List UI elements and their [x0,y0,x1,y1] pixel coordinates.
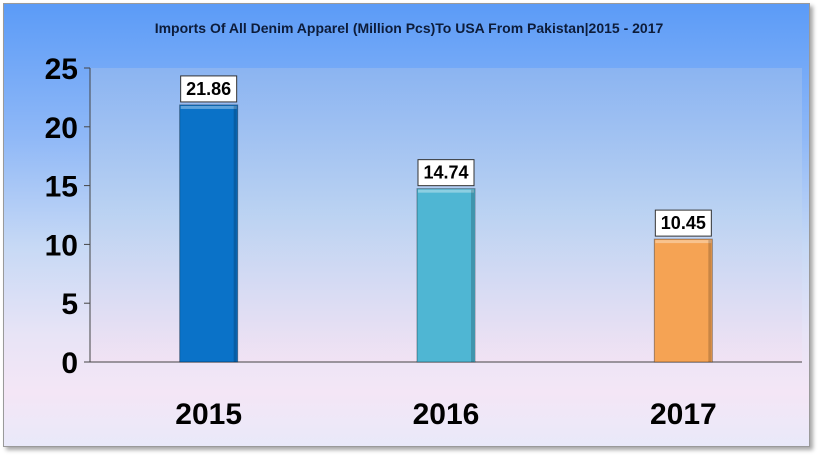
axes: 0 5 10 15 20 25 2015 2016 2017 [45,53,802,431]
y-tick-label: 25 [45,53,78,86]
bar-bevel-top [655,240,712,244]
x-category-label: 2015 [175,398,242,431]
bar-bevel-right [471,189,474,362]
data-labels: 21.86 14.74 10.45 [180,75,712,237]
bar-body [179,104,239,363]
bar-bevel-right [708,240,712,362]
bar-bevel-top [418,189,474,193]
x-category-label: 2017 [650,398,717,431]
chart-title: Imports Of All Denim Apparel (Million Pc… [155,20,664,36]
bar-bevel-right [233,105,237,363]
bar-2016 [416,188,476,363]
data-label: 10.45 [661,213,706,233]
chart-frame: Imports Of All Denim Apparel (Million Pc… [3,3,810,447]
y-tick-label: 5 [61,288,78,321]
y-tick-label: 10 [45,229,78,262]
bar-2017 [653,238,713,363]
bar-body [653,238,713,363]
y-tick-label: 0 [61,347,78,380]
data-label-box [417,159,475,187]
y-tick-label: 20 [45,112,78,145]
data-label: 14.74 [423,163,468,183]
bars [179,104,713,363]
y-tick-label: 15 [45,171,78,204]
x-category-label: 2016 [413,398,480,431]
bar-2015 [179,104,239,363]
data-label-box [654,209,712,237]
data-label-box [180,75,238,103]
bar-body [416,188,476,363]
bar-bevel-top [180,105,237,109]
data-label: 21.86 [186,79,231,99]
bar-chart: Imports Of All Denim Apparel (Million Pc… [45,20,802,431]
